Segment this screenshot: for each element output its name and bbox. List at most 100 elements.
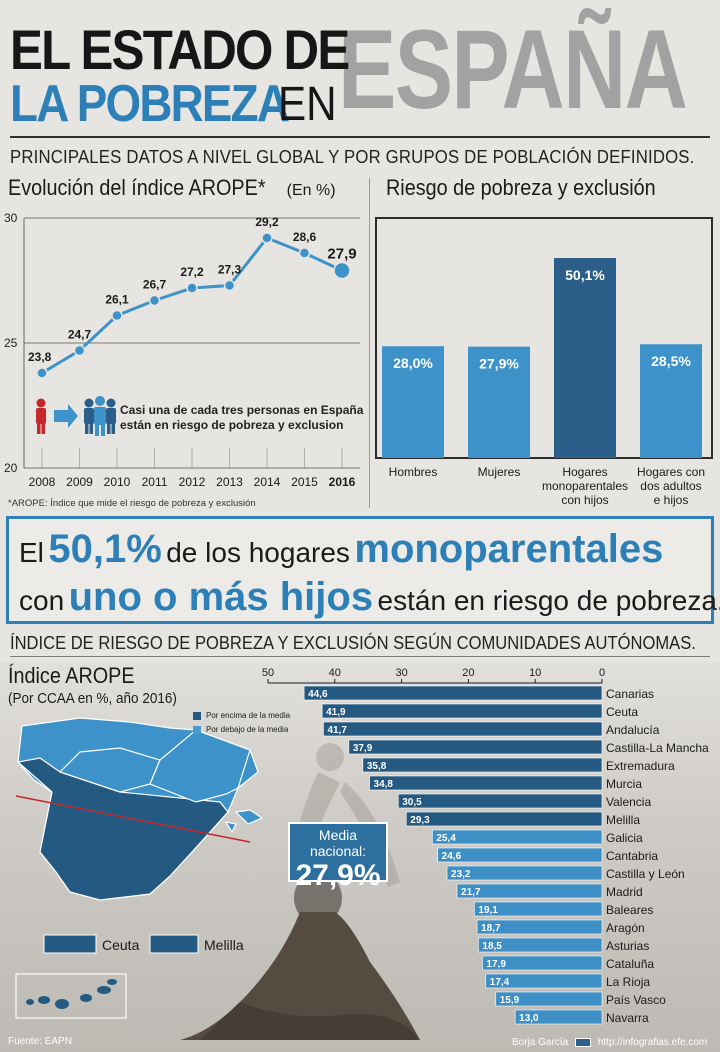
hbar-value-label: 41,7 (327, 725, 347, 736)
hbar-value-label: 25,4 (436, 833, 456, 844)
spain-map (16, 717, 264, 901)
title-country: ESPAÑA (338, 7, 688, 132)
hbar-value-label: 35,8 (367, 761, 387, 772)
map-media-line (15, 795, 251, 843)
line-x-label: 2014 (254, 475, 281, 489)
map-label-melilla: Melilla (204, 937, 244, 953)
line-data-label: 29,2 (255, 215, 279, 229)
hbar-category-label: Castilla-La Mancha (606, 741, 709, 755)
hbar-tick-label: 0 (599, 667, 605, 679)
bar-category-label: Hogares con dos adultos e hijos (637, 465, 705, 507)
line-data-label: 27,3 (218, 263, 242, 277)
hbar-category-label: Melilla (606, 813, 640, 827)
hbar-category-label: Galicia (606, 831, 643, 845)
hbar (485, 973, 603, 989)
regional-rule (10, 656, 710, 657)
bar (468, 346, 530, 458)
bar-value-label: 28,0% (393, 355, 433, 371)
hbar (397, 793, 603, 809)
hbar-value-label: 21,7 (461, 887, 481, 898)
title-line-2: LA POBREZA (10, 75, 290, 133)
line-chart-heading: Evolución del índice AROPE* (En %) (8, 176, 336, 200)
footer-url[interactable]: http://infografias.efe.com (597, 1037, 708, 1048)
bar-category-label: Mujeres (478, 465, 521, 479)
hbar-category-label: Cantabria (606, 849, 658, 863)
hbar (323, 721, 603, 737)
line-point (148, 294, 161, 307)
bar-chart: 28,0% 27,9% 50,1% 28,5% Hombres Mujeres Hogar… (375, 217, 713, 507)
line-x-label: 2015 (291, 475, 318, 489)
hbar-tick-label: 10 (529, 667, 541, 679)
line-x-label: 2013 (216, 475, 243, 489)
hbar (474, 901, 603, 917)
regional-section-title: ÍNDICE DE RIESGO DE POBREZA Y EXCLUSIÓN … (10, 633, 696, 653)
line-x-label: 2012 (179, 475, 206, 489)
regional-chart: 50 40 30 20 10 0 44,6 41,9 41,7 37,9 35,8 34,8 30,5… (15, 667, 709, 1040)
highlight-part-2: 50,1% (48, 527, 162, 571)
media-nacional-box: Media nacional: 27,9% (288, 822, 388, 892)
footer-credits: Borja García http://infografias.efe.com (512, 1037, 707, 1048)
hbar (482, 955, 603, 971)
canarias-inset (15, 973, 127, 1019)
page-subtitle: PRINCIPALES DATOS A NIVEL GLOBAL Y POR G… (10, 147, 695, 167)
hbar-category-label: País Vasco (606, 993, 666, 1007)
hbar (476, 919, 603, 935)
hbar-category-label: Valencia (606, 795, 651, 809)
melilla-swatch (149, 934, 199, 954)
line-data-label: 28,6 (293, 230, 317, 244)
line-point (223, 279, 236, 292)
hbar-tick-label: 40 (329, 667, 341, 679)
highlight-part-4: monoparentales (354, 527, 664, 571)
hbar-value-label: 19,1 (478, 905, 498, 916)
map-label-ceuta: Ceuta (102, 937, 140, 953)
hbar (456, 883, 603, 899)
footer-source: Fuente: EAPN (8, 1036, 72, 1047)
line-point (186, 282, 198, 294)
hbar (348, 739, 603, 755)
bar-value-label: 27,9% (479, 356, 519, 372)
hbar (432, 829, 603, 845)
hbar-category-label: Castilla y León (606, 867, 685, 881)
line-point (298, 247, 311, 259)
highlight-part-3: de los hogares (166, 537, 350, 568)
bar-category-label: Hogares monoparentales con hijos (542, 465, 628, 507)
hbar (446, 865, 603, 881)
hbar-value-label: 18,5 (482, 941, 502, 952)
hbar (303, 685, 603, 701)
homeless-person-figure (180, 872, 420, 1040)
line-x-label: 2010 (104, 475, 131, 489)
highlight-part-6: uno o más hijos (68, 575, 374, 619)
people-icon (36, 396, 116, 436)
hbar-value-label: 17,9 (486, 959, 506, 970)
hbar (369, 775, 603, 791)
hbar-value-label: 41,9 (326, 707, 346, 718)
bar (382, 346, 444, 458)
hbar (405, 811, 603, 827)
hbar-value-label: 23,2 (451, 869, 471, 880)
hbar (321, 703, 603, 719)
highlight-part-7: están en riesgo de pobreza. (377, 585, 720, 616)
hbar-category-label: Cataluña (606, 957, 654, 971)
header-rule (10, 136, 710, 138)
bar-value-label: 50,1% (565, 267, 605, 283)
regional-chart-subtitle: (Por CCAA en %, año 2016) (8, 690, 177, 707)
hbar (362, 757, 603, 773)
hbar-category-label: Canarias (606, 687, 654, 701)
line-y-tick: 30 (4, 211, 18, 225)
title-en: EN (278, 78, 337, 131)
line-y-tick: 25 (4, 336, 18, 350)
bar (554, 258, 616, 458)
line-chart-note: Casi una de cada tres personas en España… (120, 403, 364, 432)
section-divider (369, 178, 370, 508)
hbar-value-label: 15,9 (500, 995, 520, 1006)
legend-below-swatch (193, 726, 201, 734)
hbar-category-label: La Rioja (606, 975, 650, 989)
hbar-value-label: 29,3 (410, 815, 430, 826)
regional-chart-title: Índice AROPE (8, 663, 135, 688)
hbar-category-label: Baleares (606, 903, 653, 917)
legend-above-label: Por encima de la media (206, 711, 291, 720)
media-nacional-label: Media nacional: (309, 827, 367, 859)
hbar-value-label: 34,8 (374, 779, 394, 790)
line-data-label: 24,7 (68, 328, 92, 342)
bar-category-label: Hombres (389, 465, 438, 479)
